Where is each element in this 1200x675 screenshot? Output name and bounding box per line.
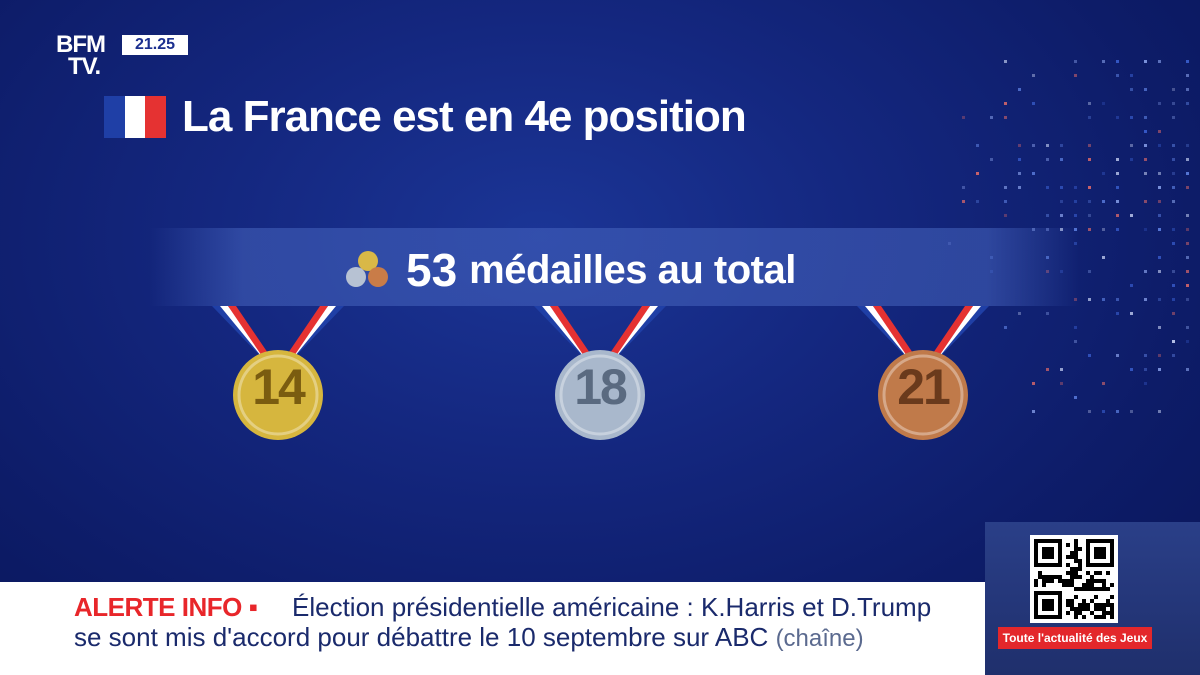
- summary-band: [150, 228, 1080, 306]
- headline: La France est en 4e position: [104, 92, 747, 142]
- logo-bottom: TV.: [68, 53, 101, 80]
- alert-label: ALERTE INFO ▪: [74, 592, 258, 622]
- total-count: 53: [406, 244, 458, 296]
- total-label: médailles au total: [469, 247, 796, 292]
- ticker-line-2: se sont mis d'accord pour débattre le 10…: [74, 622, 864, 653]
- channel-logo: BFM TV.: [56, 31, 106, 80]
- news-ticker: [0, 582, 985, 675]
- bronze-count: 21: [897, 359, 951, 415]
- ticker-line-2-text: se sont mis d'accord pour débattre le 10…: [74, 622, 769, 652]
- silver-medal: 18: [530, 300, 670, 450]
- french-flag-icon: [104, 96, 167, 138]
- clock: 21.25: [122, 35, 188, 55]
- total-medals: 53 médailles au total: [340, 240, 796, 300]
- gold-medal: 14: [208, 300, 348, 450]
- gold-count: 14: [252, 359, 306, 415]
- headline-title: La France est en 4e position: [182, 92, 747, 141]
- ticker-line-1: Élection présidentielle américaine : K.H…: [292, 592, 932, 622]
- logo-top: BFM: [56, 31, 106, 58]
- silver-count: 18: [574, 359, 628, 415]
- qr-code-icon[interactable]: [1030, 535, 1118, 623]
- medals-trio-icon: [340, 245, 398, 295]
- promo-caption: Toute l'actualité des Jeux: [998, 627, 1152, 649]
- ticker-source: (chaîne): [775, 625, 864, 652]
- bronze-medal: 21: [853, 300, 993, 450]
